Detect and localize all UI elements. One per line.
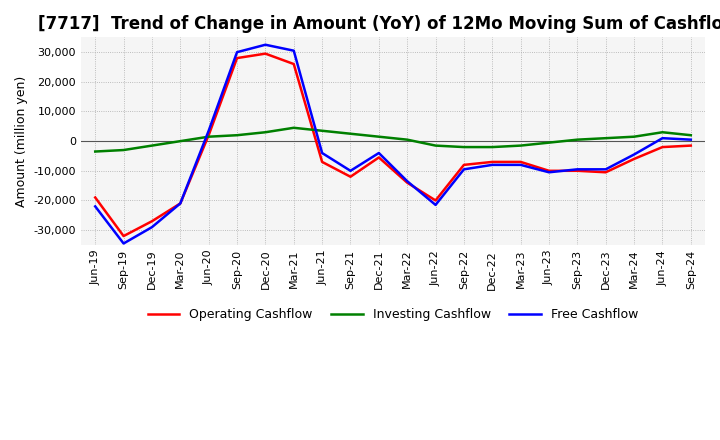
Operating Cashflow bbox=[403, 180, 412, 185]
Line: Investing Cashflow: Investing Cashflow bbox=[95, 128, 690, 151]
Free Cashflow bbox=[176, 201, 184, 206]
Free Cashflow bbox=[488, 162, 497, 168]
Investing Cashflow bbox=[545, 140, 554, 145]
Investing Cashflow bbox=[233, 132, 241, 138]
Operating Cashflow bbox=[459, 162, 468, 168]
Operating Cashflow bbox=[374, 155, 383, 160]
Free Cashflow bbox=[289, 48, 298, 53]
Investing Cashflow bbox=[516, 143, 525, 148]
Free Cashflow bbox=[630, 152, 639, 157]
Free Cashflow bbox=[459, 167, 468, 172]
Investing Cashflow bbox=[346, 131, 355, 136]
Investing Cashflow bbox=[176, 139, 184, 144]
Investing Cashflow bbox=[318, 128, 326, 133]
Operating Cashflow bbox=[148, 219, 156, 224]
Operating Cashflow bbox=[346, 174, 355, 180]
Investing Cashflow bbox=[91, 149, 99, 154]
Operating Cashflow bbox=[545, 168, 554, 173]
Operating Cashflow bbox=[120, 233, 128, 238]
Free Cashflow bbox=[204, 128, 213, 133]
Y-axis label: Amount (million yen): Amount (million yen) bbox=[15, 76, 28, 207]
Title: [7717]  Trend of Change in Amount (YoY) of 12Mo Moving Sum of Cashflows: [7717] Trend of Change in Amount (YoY) o… bbox=[38, 15, 720, 33]
Free Cashflow bbox=[374, 150, 383, 156]
Free Cashflow bbox=[516, 162, 525, 168]
Free Cashflow bbox=[91, 204, 99, 209]
Investing Cashflow bbox=[573, 137, 582, 142]
Operating Cashflow bbox=[261, 51, 270, 56]
Investing Cashflow bbox=[658, 130, 667, 135]
Operating Cashflow bbox=[488, 159, 497, 165]
Investing Cashflow bbox=[459, 144, 468, 150]
Operating Cashflow bbox=[573, 168, 582, 173]
Operating Cashflow bbox=[686, 143, 695, 148]
Operating Cashflow bbox=[289, 62, 298, 67]
Investing Cashflow bbox=[431, 143, 440, 148]
Operating Cashflow bbox=[233, 55, 241, 61]
Line: Operating Cashflow: Operating Cashflow bbox=[95, 54, 690, 236]
Investing Cashflow bbox=[686, 132, 695, 138]
Investing Cashflow bbox=[289, 125, 298, 130]
Free Cashflow bbox=[403, 179, 412, 184]
Operating Cashflow bbox=[601, 170, 610, 175]
Free Cashflow bbox=[431, 202, 440, 208]
Investing Cashflow bbox=[488, 144, 497, 150]
Free Cashflow bbox=[686, 137, 695, 142]
Free Cashflow bbox=[658, 136, 667, 141]
Operating Cashflow bbox=[516, 159, 525, 165]
Free Cashflow bbox=[148, 224, 156, 230]
Investing Cashflow bbox=[261, 130, 270, 135]
Free Cashflow bbox=[346, 168, 355, 173]
Free Cashflow bbox=[545, 170, 554, 175]
Operating Cashflow bbox=[91, 195, 99, 200]
Legend: Operating Cashflow, Investing Cashflow, Free Cashflow: Operating Cashflow, Investing Cashflow, … bbox=[143, 303, 643, 326]
Investing Cashflow bbox=[204, 134, 213, 139]
Free Cashflow bbox=[601, 167, 610, 172]
Investing Cashflow bbox=[630, 134, 639, 139]
Free Cashflow bbox=[261, 42, 270, 48]
Line: Free Cashflow: Free Cashflow bbox=[95, 45, 690, 243]
Investing Cashflow bbox=[120, 147, 128, 153]
Operating Cashflow bbox=[431, 198, 440, 203]
Free Cashflow bbox=[573, 167, 582, 172]
Free Cashflow bbox=[233, 50, 241, 55]
Operating Cashflow bbox=[630, 156, 639, 161]
Operating Cashflow bbox=[204, 132, 213, 138]
Investing Cashflow bbox=[148, 143, 156, 148]
Free Cashflow bbox=[120, 241, 128, 246]
Operating Cashflow bbox=[318, 159, 326, 165]
Operating Cashflow bbox=[658, 144, 667, 150]
Free Cashflow bbox=[318, 150, 326, 156]
Investing Cashflow bbox=[601, 136, 610, 141]
Investing Cashflow bbox=[403, 137, 412, 142]
Investing Cashflow bbox=[374, 134, 383, 139]
Operating Cashflow bbox=[176, 201, 184, 206]
